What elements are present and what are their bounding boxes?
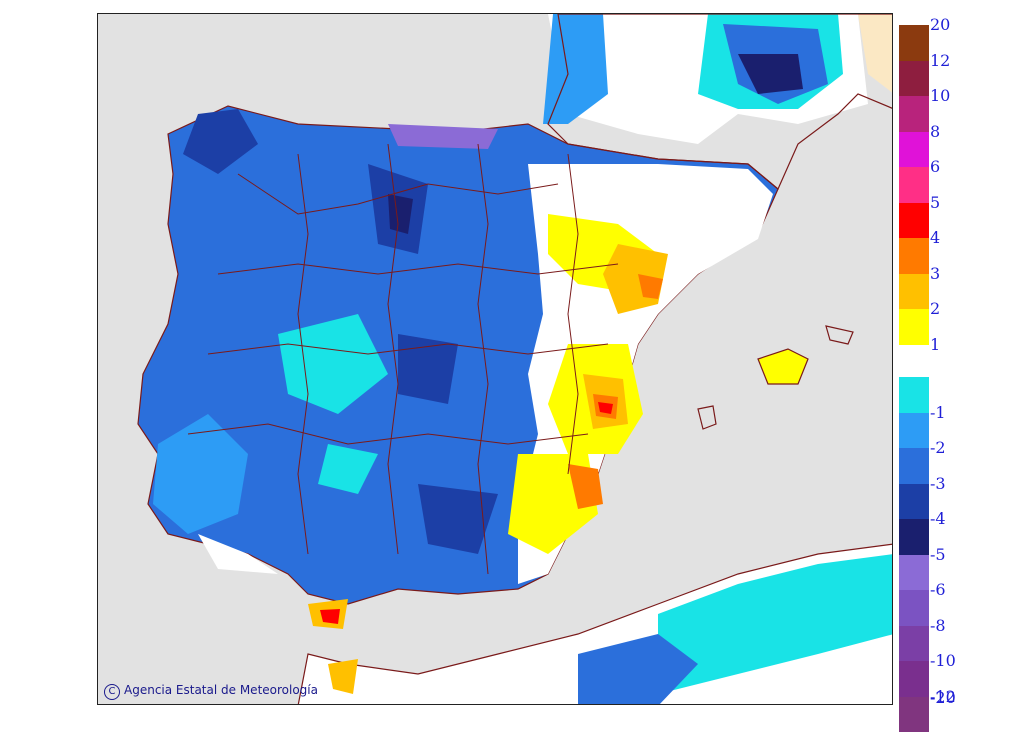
- strait-red: [320, 609, 340, 624]
- legend-swatch-cold-2: [899, 448, 929, 484]
- legend-swatch-warm-2: [899, 96, 929, 132]
- legend-swatch-warm-4: [899, 167, 929, 203]
- legend-swatch-warm-7: [899, 274, 929, 310]
- legend-swatch-warm-6: [899, 238, 929, 274]
- color-legend: [899, 25, 929, 732]
- legend-label-cold-4: -5: [930, 547, 946, 563]
- legend-swatch-warm-5: [899, 203, 929, 239]
- copyright-icon: C: [104, 684, 120, 700]
- ibiza: [698, 406, 716, 429]
- legend-label-cold-3: -4: [930, 511, 946, 527]
- legend-label-warm-0: 20: [930, 17, 950, 33]
- legend-swatch-warm-3: [899, 132, 929, 168]
- aemet-credit: C Agencia Estatal de Meteorología: [104, 683, 318, 700]
- legend-swatch-cold-3: [899, 484, 929, 520]
- legend-swatch-warm-9: [899, 345, 929, 381]
- legend-label-cold-6: -8: [930, 618, 946, 634]
- legend-swatch-cold-9: [899, 697, 929, 732]
- legend-swatch-cold-4: [899, 519, 929, 555]
- menorca: [826, 326, 853, 344]
- legend-label-warm-2: 10: [930, 88, 950, 104]
- legend-swatch-cold-6: [899, 590, 929, 626]
- credit-text: Agencia Estatal de Meteorología: [124, 683, 318, 697]
- legend-label-cold-0: -1: [930, 405, 946, 421]
- legend-label-warm-6: 4: [930, 230, 940, 246]
- legend-label-warm-1: 12: [930, 53, 950, 69]
- legend-swatch-warm-0: [899, 25, 929, 61]
- legend-label-warm-9: 1: [930, 337, 940, 353]
- legend-label-warm-5: 5: [930, 195, 940, 211]
- legend-swatch-warm-1: [899, 61, 929, 97]
- legend-swatch-warm-8: [899, 309, 929, 345]
- legend-swatch-cold-5: [899, 555, 929, 591]
- temperature-anomaly-map: C Agencia Estatal de Meteorología: [97, 13, 893, 705]
- legend-label-warm-8: 2: [930, 301, 940, 317]
- legend-swatch-cold-7: [899, 626, 929, 662]
- legend-label-cold-1: -2: [930, 440, 946, 456]
- legend-label-warm-4: 6: [930, 159, 940, 175]
- legend-label-warm-7: 3: [930, 266, 940, 282]
- legend-swatch-cold-0: [899, 377, 929, 413]
- legend-label-cold-2: -3: [930, 476, 946, 492]
- cantabria-purple: [388, 124, 498, 149]
- mallorca: [758, 349, 808, 384]
- legend-swatch-cold-1: [899, 413, 929, 449]
- map-graphic: [98, 14, 893, 705]
- legend-label-cold-7: -10: [930, 653, 956, 669]
- legend-label-cold-5: -6: [930, 582, 946, 598]
- legend-label-cold-9: -20: [930, 690, 956, 706]
- legend-label-warm-3: 8: [930, 124, 940, 140]
- legend-swatch-cold-8: [899, 661, 929, 697]
